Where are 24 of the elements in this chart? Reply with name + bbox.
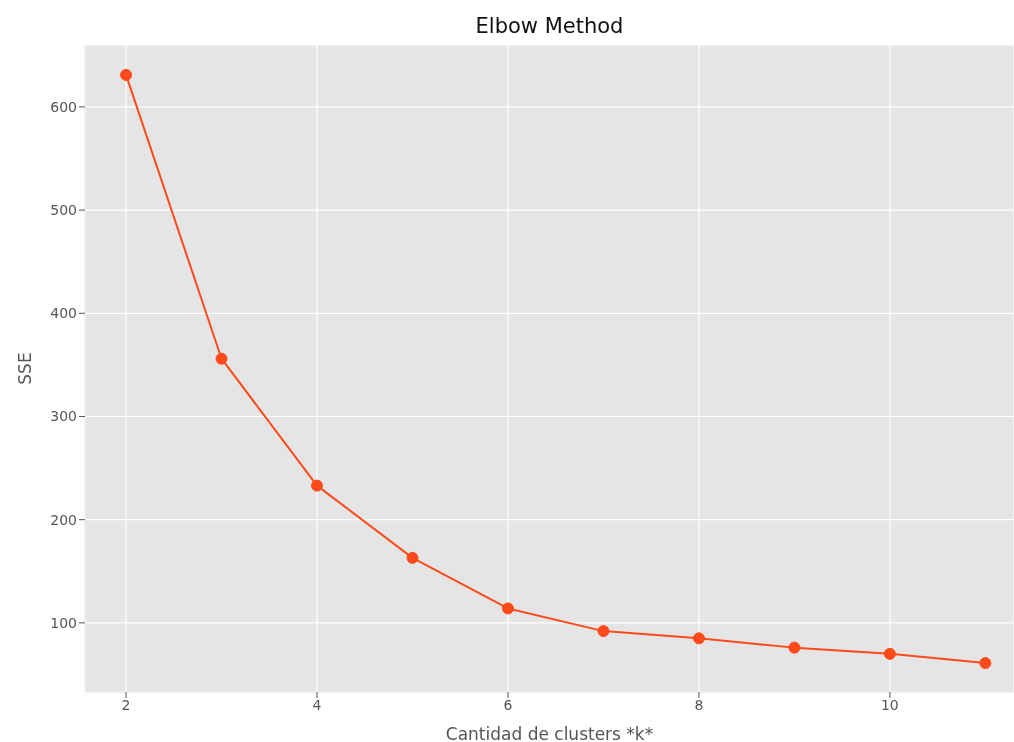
point — [501, 602, 514, 615]
x-tick-label: 6 — [503, 696, 513, 713]
x-tick-label: 10 — [880, 696, 899, 713]
y-tick-label: 200 — [50, 511, 77, 528]
point — [406, 551, 419, 564]
y-axis-title: SSE — [15, 352, 36, 385]
x-tick-label: 2 — [121, 696, 131, 713]
x-axis-title: Cantidad de clusters *k* — [445, 724, 654, 742]
point — [979, 657, 992, 670]
point — [883, 647, 896, 660]
point — [120, 68, 133, 81]
point — [311, 479, 324, 492]
x-tick-label: 4 — [312, 696, 322, 713]
point — [788, 641, 801, 654]
y-tick-label: 600 — [50, 98, 77, 115]
y-tick-label: 400 — [50, 305, 77, 322]
point — [692, 632, 705, 645]
chart-title: Elbow Method — [474, 14, 625, 38]
y-tick-label: 300 — [50, 408, 77, 425]
y-tick-label: 500 — [50, 202, 77, 219]
x-tick-label: 8 — [694, 696, 704, 713]
point — [597, 625, 610, 638]
point — [215, 352, 228, 365]
y-tick-label: 100 — [50, 614, 77, 631]
